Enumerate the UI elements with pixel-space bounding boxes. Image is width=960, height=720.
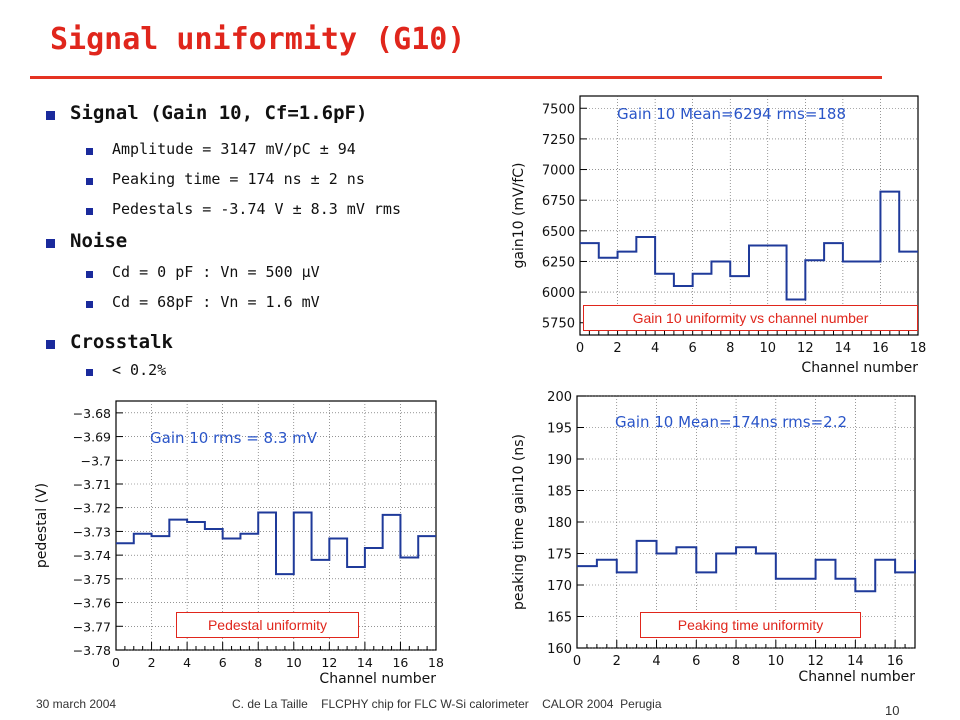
stats-label: Gain 10 Mean=6294 rms=188 [617, 105, 846, 123]
histogram-line [577, 539, 916, 593]
bullet-heading: Crosstalk [70, 331, 173, 353]
x-tick-label: 10 [286, 655, 302, 670]
sub-bullet-square-icon [86, 178, 93, 185]
x-tick-label: 14 [357, 655, 373, 670]
x-tick-label: 4 [183, 655, 191, 670]
bullet-item: Cd = 0 pF : Vn = 500 μV [112, 263, 320, 281]
bullet-item: Cd = 68pF : Vn = 1.6 mV [112, 293, 320, 311]
sub-bullet-square-icon [86, 208, 93, 215]
stats-label: Gain 10 Mean=174ns rms=2.2 [615, 413, 847, 431]
y-tick-label: −3.69 [73, 430, 111, 445]
y-tick-label: −3.75 [73, 572, 111, 587]
y-tick-label: −3.71 [73, 477, 111, 492]
stats-label: Gain 10 rms = 8.3 mV [150, 429, 318, 447]
y-tick-label: 195 [547, 422, 572, 437]
y-axis-label: gain10 (mV/fC) [511, 162, 527, 268]
y-tick-label: 185 [547, 485, 572, 500]
x-axis-label: Channel number [798, 669, 915, 685]
y-tick-label: −3.7 [81, 453, 111, 468]
x-tick-label: 18 [428, 655, 444, 670]
x-tick-label: 10 [768, 654, 785, 669]
y-tick-label: 200 [547, 390, 572, 405]
y-tick-label: 7500 [542, 102, 575, 117]
y-tick-label: 6750 [542, 194, 575, 209]
gain-uniformity-caption: Gain 10 uniformity vs channel number [583, 305, 918, 331]
x-tick-label: 0 [112, 655, 120, 670]
y-tick-label: −3.73 [73, 524, 111, 539]
slide-title: Signal uniformity (G10) [50, 22, 466, 57]
x-tick-label: 4 [652, 654, 660, 669]
y-tick-label: −3.76 [73, 596, 111, 611]
x-tick-label: 6 [219, 655, 227, 670]
y-tick-label: 5750 [542, 317, 575, 332]
x-tick-label: 8 [254, 655, 262, 670]
bullet-item: Peaking time = 174 ns ± 2 ns [112, 170, 365, 188]
x-tick-label: 16 [872, 341, 889, 356]
pedestal-uniformity-caption: Pedestal uniformity [176, 612, 359, 638]
footer-date: 30 march 2004 [36, 697, 117, 711]
x-tick-label: 8 [726, 341, 734, 356]
y-axis-label: peaking time gain10 (ns) [511, 434, 527, 610]
x-tick-label: 6 [689, 341, 697, 356]
peaking-time-uniformity-plot: 160 165 170 175 180 185 190 195 200 0 2 4 6 8 10 12 14 16… [511, 390, 916, 685]
sub-bullet-square-icon [86, 369, 93, 376]
bullet-heading: Signal (Gain 10, Cf=1.6pF) [70, 102, 368, 124]
sub-bullet-square-icon [86, 148, 93, 155]
bullet-item: Amplitude = 3147 mV/pC ± 94 [112, 140, 356, 158]
bullet-heading: Noise [70, 230, 128, 252]
bullet-square-icon [46, 111, 55, 120]
y-tick-label: 165 [547, 611, 572, 626]
sub-bullet-square-icon [86, 301, 93, 308]
y-tick-label: −3.68 [73, 406, 111, 421]
peaking-time-uniformity-caption: Peaking time uniformity [640, 612, 861, 638]
x-axis-label: Channel number [319, 671, 436, 687]
y-tick-label: 6500 [542, 225, 575, 240]
y-tick-label: 6000 [542, 286, 575, 301]
x-tick-label: 14 [835, 341, 852, 356]
x-tick-label: 8 [732, 654, 740, 669]
x-tick-label: 12 [321, 655, 337, 670]
y-tick-label: 7000 [542, 164, 575, 179]
title-underline [30, 76, 882, 79]
x-tick-label: 4 [651, 341, 659, 356]
x-tick-label: 2 [613, 341, 621, 356]
x-tick-label: 2 [613, 654, 621, 669]
sub-bullet-square-icon [86, 271, 93, 278]
x-tick-label: 18 [910, 341, 927, 356]
x-tick-label: 0 [576, 341, 584, 356]
gain-uniformity-plot: 5750 6000 6250 6500 6750 7000 7250 7500 0 2 4 6 8 10 1… [511, 95, 927, 376]
x-tick-label: 10 [760, 341, 777, 356]
x-tick-label: 12 [807, 654, 824, 669]
histogram-line [116, 511, 436, 576]
x-tick-label: 16 [887, 654, 904, 669]
y-tick-label: 190 [547, 453, 572, 468]
plot-frame [579, 95, 919, 336]
bullet-item: Pedestals = -3.74 V ± 8.3 mV rms [112, 200, 401, 218]
x-tick-label: 6 [692, 654, 700, 669]
histogram-line [580, 190, 918, 301]
bullet-square-icon [46, 239, 55, 248]
x-tick-label: 14 [847, 654, 864, 669]
y-tick-label: 7250 [542, 133, 575, 148]
x-tick-label: 2 [148, 655, 156, 670]
y-tick-label: 175 [547, 548, 572, 563]
footer-center: C. de La Taille FLCPHY chip for FLC W-Si… [232, 697, 662, 711]
x-tick-label: 12 [797, 341, 814, 356]
y-tick-label: 160 [547, 642, 572, 657]
x-tick-label: 16 [392, 655, 408, 670]
y-tick-label: −3.74 [73, 548, 111, 563]
x-axis-label: Channel number [801, 360, 918, 376]
y-tick-label: −3.78 [73, 643, 111, 658]
page-number: 10 [885, 703, 900, 718]
y-tick-label: 180 [547, 516, 572, 531]
bullet-square-icon [46, 340, 55, 349]
y-tick-label: −3.77 [73, 619, 111, 634]
y-tick-label: −3.72 [73, 501, 111, 516]
y-axis-label: pedestal (V) [34, 483, 50, 568]
y-tick-label: 170 [547, 579, 572, 594]
y-tick-label: 6250 [542, 255, 575, 270]
x-tick-label: 0 [573, 654, 581, 669]
pedestal-uniformity-plot: −3.68 −3.69 −3.7 −3.71 −3.72 −3.73 −3.74 −3.75 −… [34, 400, 444, 687]
bullet-item: < 0.2% [112, 361, 167, 379]
